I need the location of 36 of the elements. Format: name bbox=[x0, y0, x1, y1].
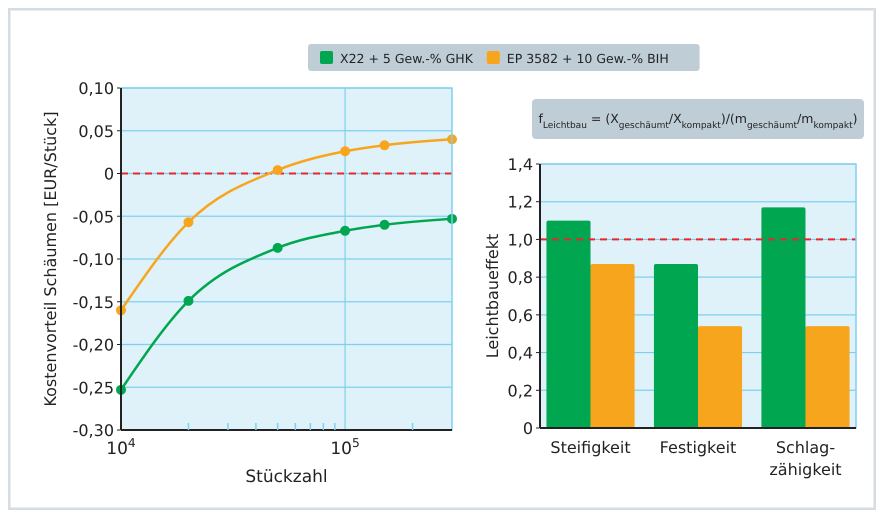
bar bbox=[805, 326, 850, 428]
y-tick-label: 0,6 bbox=[508, 306, 533, 325]
point bbox=[183, 296, 194, 306]
bar bbox=[654, 264, 698, 428]
y-tick-label: -0,10 bbox=[72, 250, 114, 269]
bar bbox=[761, 207, 806, 428]
point bbox=[380, 220, 390, 230]
y-tick-label: 1,4 bbox=[508, 155, 533, 174]
y-tick-label: 1,0 bbox=[508, 230, 533, 250]
y-axis-title: Kostenvorteil Schäumen [EUR/Stück] bbox=[41, 111, 60, 407]
point bbox=[380, 140, 390, 150]
y-tick-label: 0 bbox=[522, 419, 533, 438]
y-tick-label: -0,20 bbox=[72, 336, 114, 354]
y-tick-label: 0,10 bbox=[78, 79, 114, 98]
y-tick-label: -0,15 bbox=[72, 292, 114, 312]
y-tick-label: 0,4 bbox=[508, 344, 533, 363]
bar bbox=[546, 220, 591, 428]
bar bbox=[698, 326, 742, 428]
y-tick-label: -0,25 bbox=[72, 378, 114, 398]
x-tick-label: 10$^{5}$ bbox=[330, 436, 360, 459]
y-tick-label: 1,2 bbox=[508, 192, 533, 212]
legend-label: EP 3582 + 10 Gew.-% BIH bbox=[506, 51, 669, 66]
y-tick-label: 0,05 bbox=[78, 122, 114, 141]
x-tick-label: Schlag-zähigkeit bbox=[769, 438, 842, 479]
y-tick-label: 0 bbox=[104, 164, 114, 184]
bar bbox=[590, 264, 635, 428]
y-tick-label: 0,8 bbox=[508, 268, 533, 288]
y-tick-label: -0,05 bbox=[72, 207, 114, 226]
legend-label: X22 + 5 Gew.-% GHK bbox=[340, 51, 474, 66]
y-tick-label: 0,2 bbox=[508, 381, 533, 400]
x-axis-title: Stückzahl bbox=[245, 467, 328, 487]
y-axis-title: Leichtbaueffekt bbox=[483, 234, 502, 358]
x-tick-label: Steifigkeit bbox=[550, 438, 631, 457]
point bbox=[183, 217, 194, 228]
text: f$_{Leichtbau}$ = (X$_{geschäumt}$/X$_{kompakt}$)/(m$_{geschäumt}$/m$_{kompakt}$) bbox=[538, 111, 858, 131]
x-tick-label: Festigkeit bbox=[660, 438, 736, 457]
